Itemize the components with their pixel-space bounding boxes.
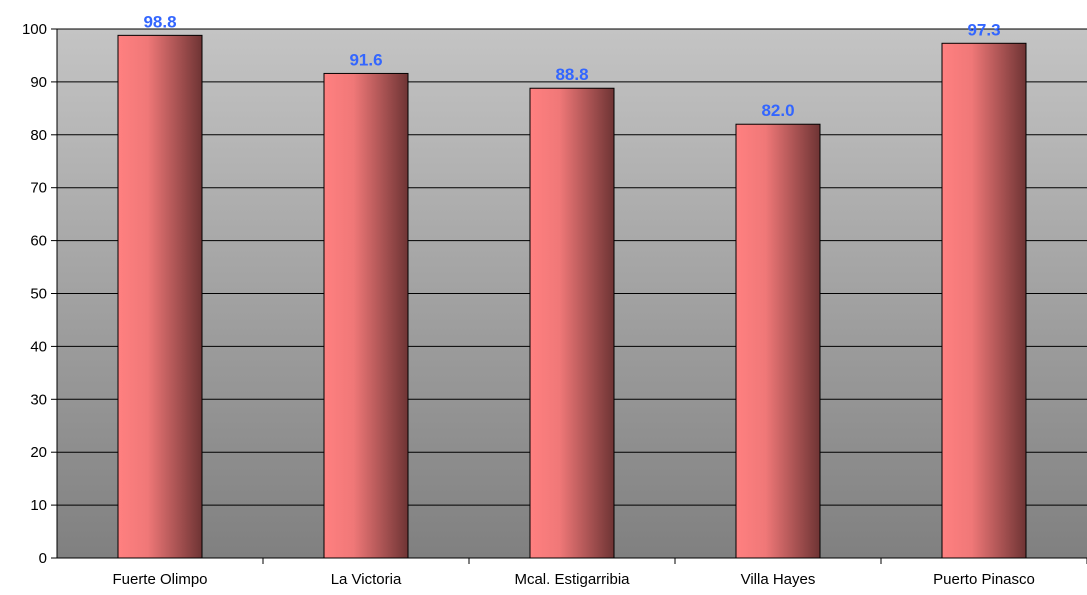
x-tick-label: Mcal. Estigarribia: [514, 571, 630, 588]
y-tick-label: 30: [30, 391, 47, 408]
bar: [117, 34, 203, 559]
y-tick-label: 20: [30, 444, 47, 461]
x-tick-label: La Victoria: [331, 571, 402, 588]
y-tick-label: 50: [30, 286, 47, 303]
y-tick-label: 90: [30, 74, 47, 91]
axes: [51, 28, 1087, 564]
data-label: 97.3: [967, 20, 1000, 39]
bar: [941, 42, 1027, 559]
bar: [323, 72, 409, 559]
labels: 0 10 20 30 40 50 60 70 80 90 100 Fuerte Olimpo 98.8 L…: [22, 12, 1035, 588]
data-label: 91.6: [349, 50, 382, 69]
data-label: 82.0: [761, 101, 794, 120]
y-tick-label: 60: [30, 233, 47, 250]
x-tick-label: Puerto Pinasco: [933, 571, 1035, 588]
x-tick-label: Villa Hayes: [741, 571, 816, 588]
y-tick-label: 40: [30, 338, 47, 355]
y-tick-label: 0: [39, 550, 47, 567]
y-tick-label: 80: [30, 127, 47, 144]
y-tick-label: 10: [30, 497, 47, 514]
x-tick-label: Fuerte Olimpo: [112, 571, 207, 588]
bars: [117, 34, 1027, 559]
bar: [529, 87, 615, 559]
y-tick-label: 100: [22, 21, 47, 38]
data-label: 88.8: [555, 65, 588, 84]
data-label: 98.8: [143, 12, 176, 31]
bar: [735, 123, 821, 559]
y-tick-label: 70: [30, 180, 47, 197]
